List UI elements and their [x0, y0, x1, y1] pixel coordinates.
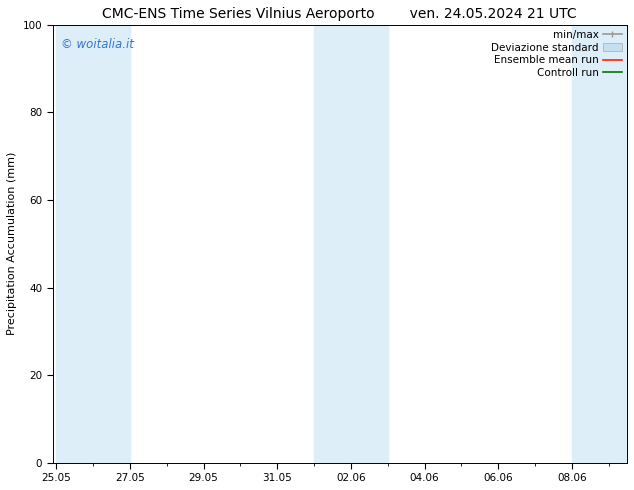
Bar [314, 25, 387, 463]
Bar [572, 25, 627, 463]
Title: CMC-ENS Time Series Vilnius Aeroporto        ven. 24.05.2024 21 UTC: CMC-ENS Time Series Vilnius Aeroporto ve… [103, 7, 577, 21]
Y-axis label: Precipitation Accumulation (mm): Precipitation Accumulation (mm) [7, 152, 17, 336]
Text: © woitalia.it: © woitalia.it [61, 38, 134, 51]
Bar [56, 25, 130, 463]
Legend: min/max, Deviazione standard, Ensemble mean run, Controll run: min/max, Deviazione standard, Ensemble m… [489, 28, 624, 80]
